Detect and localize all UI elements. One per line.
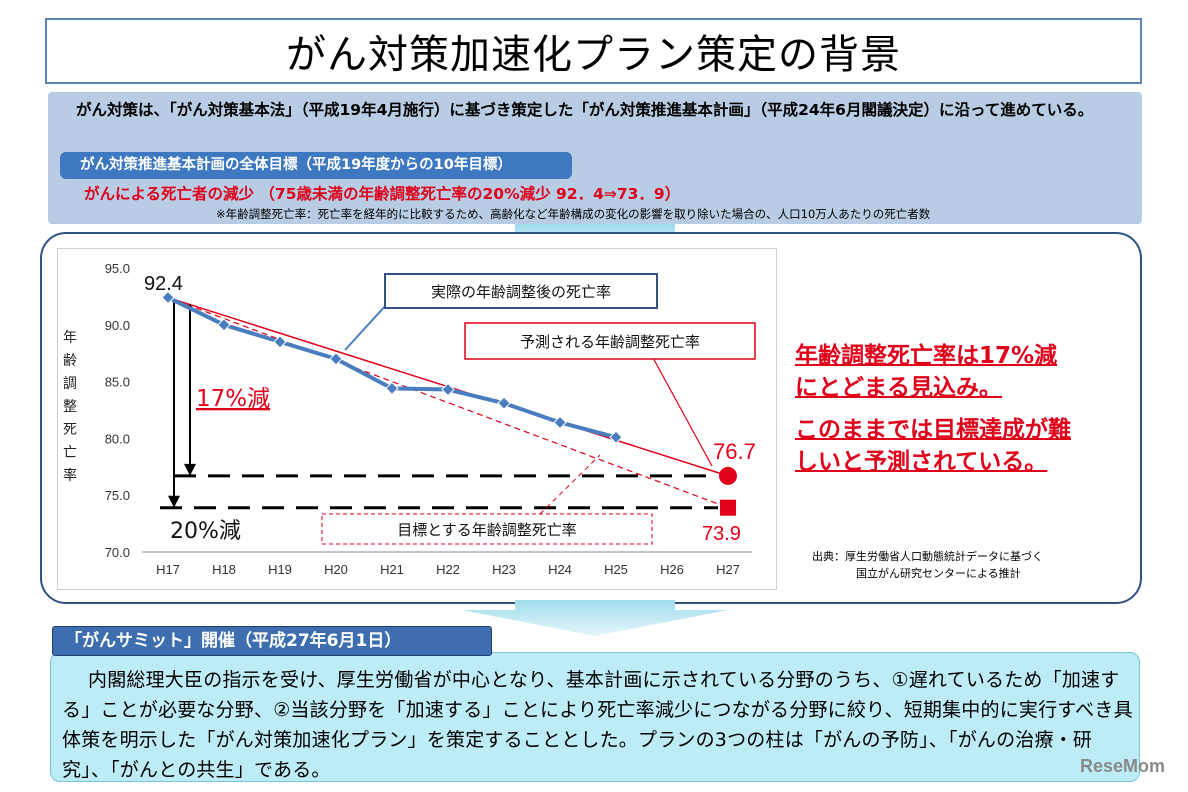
x-tick-label-10: H27 — [716, 562, 740, 577]
slide-title: がん対策加速化プラン策定の背景 — [45, 18, 1142, 84]
callout-line-1: 年齢調整死亡率は17%減 — [795, 343, 1058, 369]
y-axis-label-char: 齢 — [63, 353, 77, 369]
target-callout-pointer — [539, 454, 601, 515]
y-axis-label-char: 整 — [63, 399, 77, 415]
source-line-1: 出典：厚生労働省人口動態統計データに基づく — [812, 550, 1043, 563]
callout-line-3: このままでは目標達成が難 — [795, 417, 1071, 443]
resemom-logo: ReseMom — [1080, 756, 1166, 776]
predicted-callout-box — [464, 322, 756, 360]
callout-line-2: にとどまる見込み。 — [795, 375, 1002, 401]
pct20-label: 20%減 — [170, 519, 241, 544]
predicted-end-point — [719, 466, 737, 485]
actual-point — [161, 290, 175, 305]
x-tick-label-3: H20 — [324, 562, 348, 577]
y-tick-label-5: 95.0 — [105, 261, 130, 276]
arrow-20pct-head — [168, 495, 180, 508]
source-line-2: 国立がん研究センターによる推計 — [856, 567, 1021, 580]
x-tick-label-9: H26 — [660, 562, 684, 577]
predicted-callout-pointer — [651, 355, 713, 467]
actual-point — [553, 415, 567, 430]
x-tick-label-2: H19 — [268, 562, 292, 577]
y-tick-label-0: 70.0 — [105, 545, 130, 560]
footnote: ※年齢調整死亡率：死亡率を経年的に比較するため、高齢化など年齢構成の変化の影響を… — [216, 207, 931, 221]
target-value-label: 73.9 — [702, 523, 741, 545]
actual-point — [609, 430, 623, 444]
y-axis-label-char: 死 — [63, 422, 77, 438]
actual-point — [385, 381, 399, 396]
down-arrow-icon-2 — [462, 600, 728, 636]
actual-point — [217, 318, 231, 332]
goal-target-text: がんによる死亡者の減少 （75歳未満の年齢調整死亡率の20%減少 92．4⇒73… — [84, 185, 681, 203]
predicted-series-name: 予測される年齢調整死亡率 — [520, 333, 700, 351]
y-axis-label-char: 年 — [63, 330, 77, 346]
y-axis-label-char: 調 — [63, 376, 77, 392]
arrow-17pct-head — [184, 463, 196, 476]
actual-point — [329, 352, 343, 366]
y-tick-label-4: 90.0 — [105, 318, 130, 333]
x-tick-label-6: H23 — [492, 562, 516, 577]
y-axis-label-char: 率 — [63, 467, 77, 484]
summit-body: 内閣総理大臣の指示を受け、厚生労働省が中心となり、基本計画に示されている分野のう… — [62, 669, 1133, 781]
predicted-value-label: 76.7 — [713, 439, 756, 464]
goal-bar-label: がん対策推進基本計画の全体目標（平成19年度からの10年目標） — [60, 152, 572, 179]
actual-point — [497, 396, 511, 410]
actual-series-name: 実際の年齢調整後の死亡率 — [431, 283, 611, 301]
start-value-label: 92.4 — [144, 273, 183, 295]
actual-callout-pointer — [344, 303, 388, 351]
target-end-point — [720, 499, 736, 516]
x-tick-label-1: H18 — [212, 562, 236, 577]
y-tick-label-2: 80.0 — [105, 431, 130, 446]
target-series-name: 目標とする年齢調整死亡率 — [397, 521, 577, 539]
actual-point — [441, 382, 455, 397]
actual-point — [273, 335, 287, 349]
x-tick-label-0: H17 — [156, 562, 180, 577]
x-tick-label-4: H21 — [380, 562, 404, 577]
x-tick-label-7: H24 — [548, 562, 572, 577]
x-tick-label-8: H25 — [604, 562, 628, 577]
summit-panel — [50, 652, 1140, 782]
y-tick-label-3: 85.0 — [105, 375, 130, 390]
intro-text: がん対策は、「がん対策基本法」（平成19年4月施行）に基づき策定した「がん対策推… — [76, 101, 1094, 119]
callout-line-4: しいと予測されている。 — [795, 449, 1048, 475]
callout-text: 年齢調整死亡率は17%減 にとどまる見込み。 このままでは目標達成が難 しいと予… — [795, 340, 1140, 478]
source-note: 出典：厚生労働省人口動態統計データに基づく 国立がん研究センターによる推計 — [812, 548, 1043, 582]
x-tick-label-5: H22 — [436, 562, 460, 577]
target-callout-box — [321, 513, 653, 545]
actual-callout-box — [384, 273, 658, 309]
y-axis-label-char: 亡 — [63, 445, 77, 461]
pct17-label: 17%減 — [196, 386, 270, 412]
y-tick-label-1: 75.0 — [105, 488, 130, 503]
summit-tab: 「がんサミット」開催（平成27年6月1日） — [52, 626, 492, 656]
